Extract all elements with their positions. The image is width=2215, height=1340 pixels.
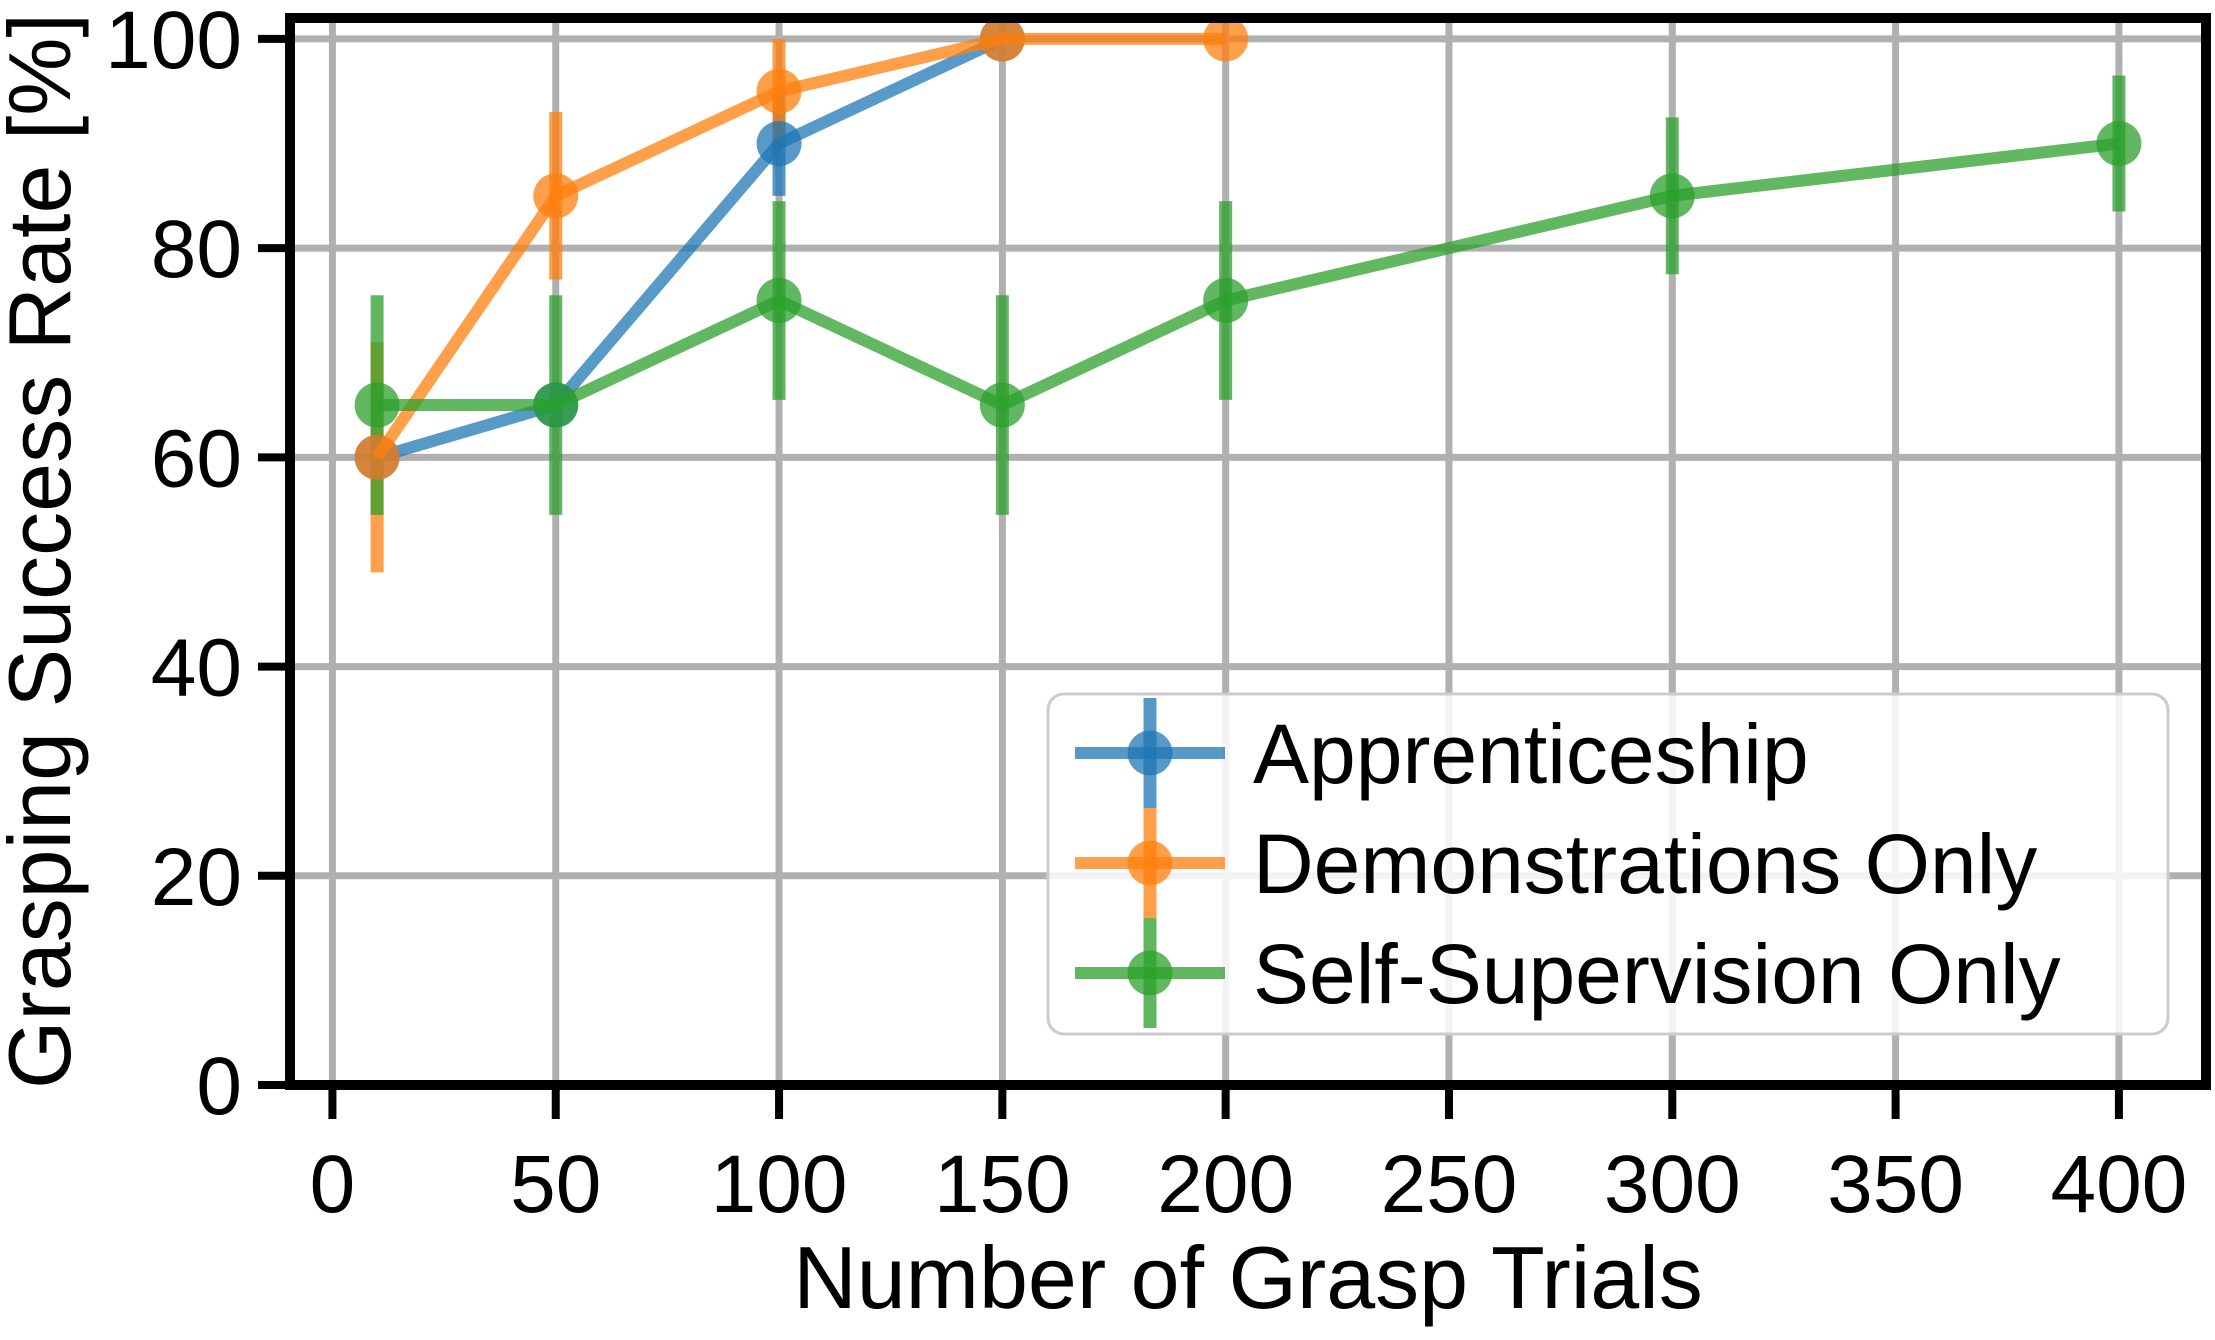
y-tick-label: 0: [196, 1041, 242, 1132]
series-demonstrations-only: [354, 16, 1249, 480]
legend-item-label: Self-Supervision Only: [1253, 927, 2061, 1021]
legend-item-self-supervision-only: Self-Supervision Only: [1075, 918, 2061, 1028]
legend: Apprenticeship Demonstrations Only Self-Su…: [1046, 692, 2170, 1036]
data-point-marker: [354, 382, 400, 428]
x-tick-label: 400: [2050, 1139, 2187, 1230]
legend-marker-icon: [1127, 730, 1173, 776]
x-tick-label: 100: [711, 1139, 848, 1230]
series-line-apprenticeship: [375, 33, 1005, 464]
legend-item-label: Apprenticeship: [1253, 707, 1809, 801]
legend-marker-icon: [1127, 950, 1173, 996]
x-axis-label: Number of Grasp Trials: [793, 1228, 1703, 1327]
y-tick-label: 20: [151, 832, 242, 923]
x-tick-label: 50: [510, 1139, 601, 1230]
data-point-marker: [1649, 173, 1695, 219]
legend-box: [1046, 692, 2170, 1036]
data-point-marker: [2096, 121, 2142, 167]
legend-marker-icon: [1127, 840, 1173, 886]
x-tick-label: 150: [934, 1139, 1071, 1230]
x-tick-label: 350: [1827, 1139, 1964, 1230]
data-point-marker: [354, 434, 400, 480]
data-point-marker: [533, 173, 579, 219]
axes-frame: [285, 13, 2211, 1090]
x-tick-label: 300: [1604, 1139, 1741, 1230]
data-point-marker: [1203, 277, 1249, 323]
legend-item-apprenticeship: Apprenticeship: [1075, 698, 1809, 808]
data-point-marker: [756, 68, 802, 114]
series-layer: [354, 16, 2142, 480]
y-tick-label: 80: [151, 204, 242, 295]
series-line-self-supervision-only: [377, 137, 2120, 412]
x-tick-label: 0: [310, 1139, 356, 1230]
y-axis-label: Grasping Success Rate [%]: [0, 13, 89, 1089]
series-self-supervision-only: [354, 121, 2142, 428]
x-tick-label: 250: [1381, 1139, 1518, 1230]
data-point-marker: [979, 382, 1025, 428]
plot-border: [285, 13, 2211, 1090]
legend-item-label: Demonstrations Only: [1253, 817, 2037, 911]
data-point-marker: [533, 382, 579, 428]
data-point-marker: [756, 121, 802, 167]
legend-item-demonstrations-only: Demonstrations Only: [1075, 808, 2037, 918]
data-point-marker: [756, 277, 802, 323]
y-tick-label: 40: [151, 623, 242, 714]
tick-layer: 0 50 100 150 200 250 300 350 400 0 20 40 60 80 100: [105, 0, 2187, 1230]
x-tick-label: 200: [1157, 1139, 1294, 1230]
y-tick-label: 60: [151, 413, 242, 504]
data-point-marker: [1203, 16, 1249, 62]
y-tick-label: 100: [105, 0, 242, 86]
data-point-marker: [979, 16, 1025, 62]
